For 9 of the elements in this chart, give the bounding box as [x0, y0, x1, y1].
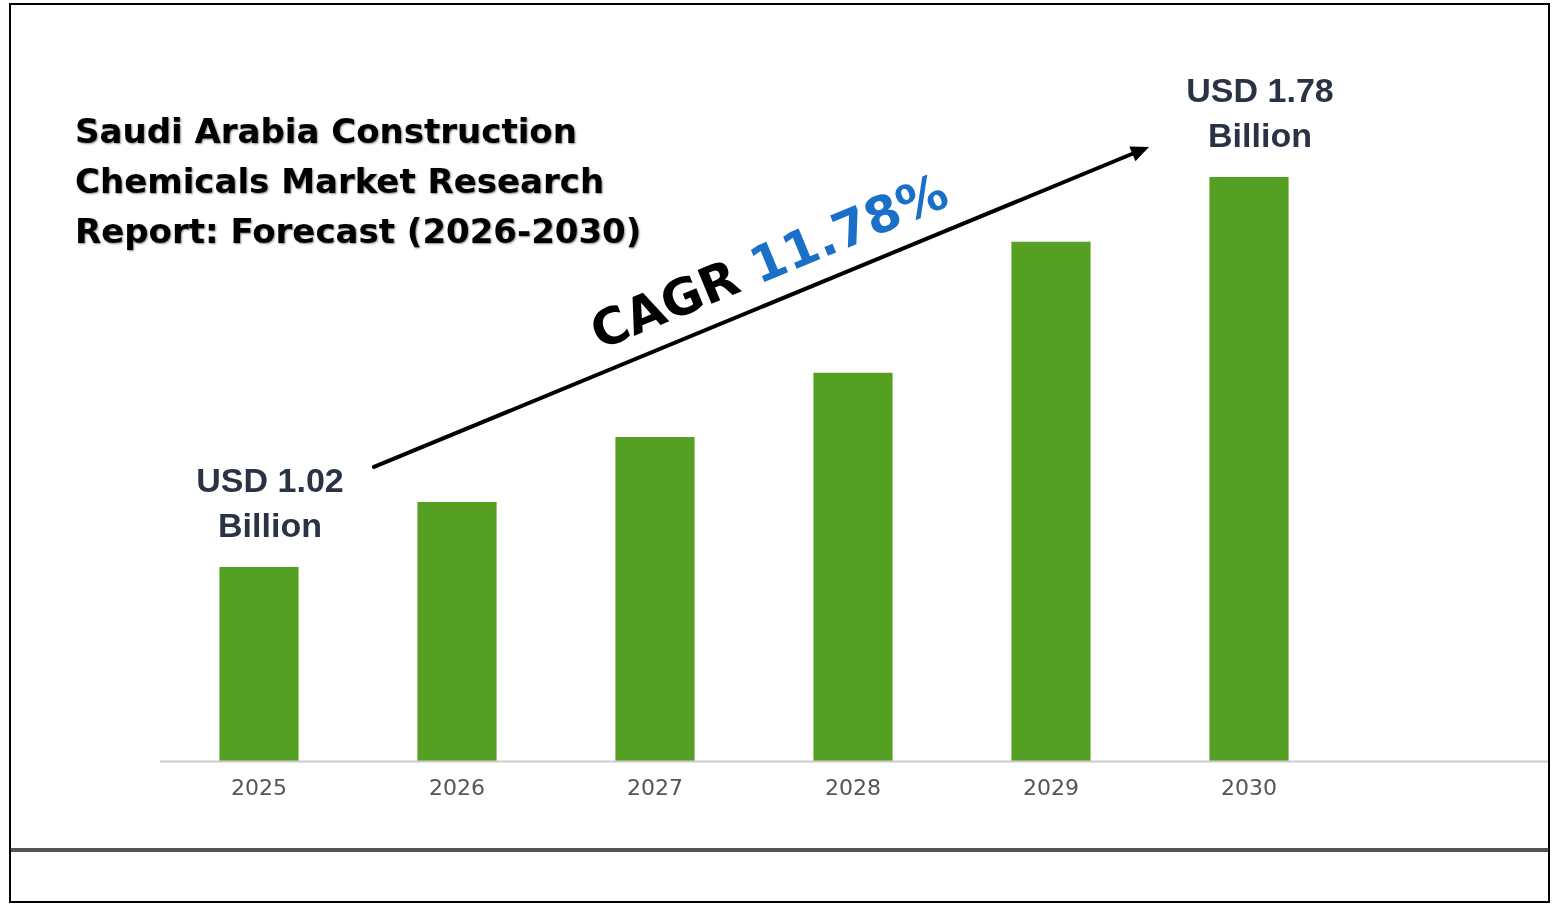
x-tick-label: 2028	[825, 774, 881, 800]
x-tick-label: 2026	[429, 774, 485, 800]
x-tick-label: 2027	[627, 774, 683, 800]
x-tick-label: 2029	[1023, 774, 1079, 800]
text: USD 1.78 Billion	[1186, 70, 1334, 154]
x-tick-label: 2030	[1221, 774, 1277, 800]
annotation: USD 1.02 Billion	[196, 460, 344, 544]
x-tick-label: 2025	[231, 774, 287, 800]
chart-title: Saudi Arabia Construction Chemicals Market Research Report: Forecast (2026-2030)	[75, 110, 643, 253]
